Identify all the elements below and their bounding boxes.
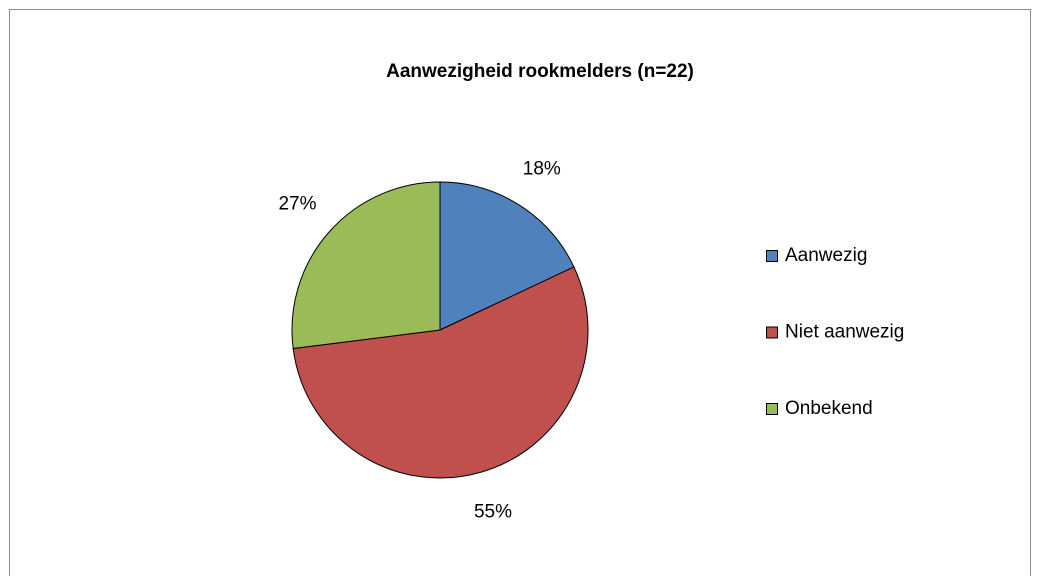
legend-swatch bbox=[766, 250, 778, 262]
data-label: 18% bbox=[523, 159, 561, 180]
chart-title: Aanwezigheid rookmelders (n=22) bbox=[386, 61, 694, 82]
data-label: 27% bbox=[278, 193, 316, 214]
pie-slice bbox=[291, 181, 441, 350]
legend-swatch bbox=[766, 326, 778, 339]
legend-label: Niet aanwezig bbox=[785, 322, 904, 343]
legend-label: Onbekend bbox=[785, 398, 873, 419]
data-label: 55% bbox=[474, 501, 512, 522]
pie-slice bbox=[439, 181, 575, 331]
legend-swatch bbox=[766, 403, 778, 415]
legend-label: Aanwezig bbox=[785, 245, 867, 266]
pie-slice bbox=[292, 266, 589, 479]
